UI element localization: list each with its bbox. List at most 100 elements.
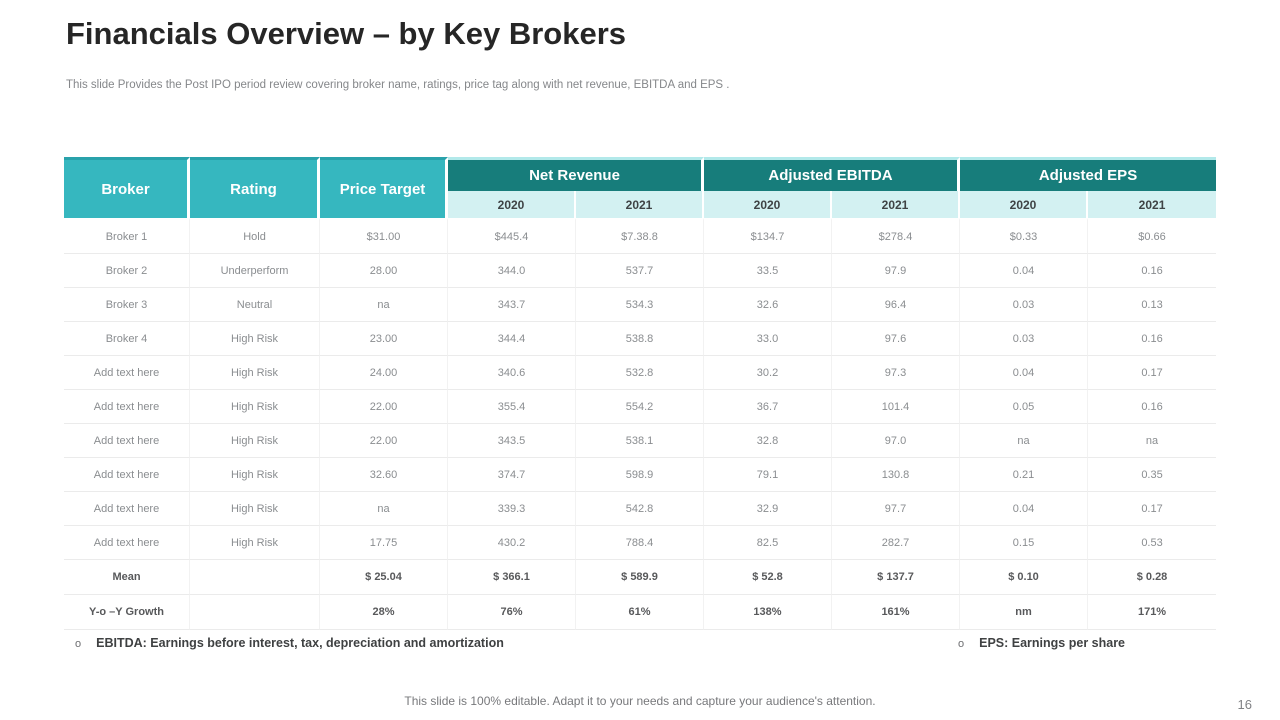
year-header: 2021 xyxy=(576,191,704,218)
table-cell: 554.2 xyxy=(576,390,704,424)
table-row: Add text here High Risk na 339.3 542.8 32.9 97… xyxy=(64,492,1217,526)
table-cell: 0.53 xyxy=(1088,526,1217,560)
table-cell: 0.05 xyxy=(960,390,1089,424)
table-cell: $31.00 xyxy=(320,218,448,254)
table-cell: 171% xyxy=(1088,595,1217,630)
table-cell xyxy=(190,560,320,595)
table-cell: 0.15 xyxy=(960,526,1089,560)
table-cell: 61% xyxy=(576,595,704,630)
footnote-text: EPS: Earnings per share xyxy=(979,636,1126,650)
table-cell: Add text here xyxy=(64,356,190,390)
table-cell: 598.9 xyxy=(576,458,704,492)
table-body: Broker 1 Hold $31.00 $445.4 $7.38.8 $134.7 $27… xyxy=(64,218,1217,630)
table-cell: 0.16 xyxy=(1088,322,1217,356)
table-header: Broker Rating Price Target Net Revenue A… xyxy=(64,157,1217,218)
table-cell: 32.9 xyxy=(704,492,832,526)
table-cell: 355.4 xyxy=(448,390,576,424)
table-cell: 22.00 xyxy=(320,390,448,424)
table-cell: 282.7 xyxy=(832,526,961,560)
table-cell: 344.0 xyxy=(448,254,576,288)
table-cell: 534.3 xyxy=(576,288,704,322)
table-cell: $0.33 xyxy=(960,218,1089,254)
footnote-eps: o EPS: Earnings per share xyxy=(958,636,1125,652)
table-cell: $ 0.10 xyxy=(960,560,1089,595)
group-header-adjusted-ebitda: Adjusted EBITDA xyxy=(704,157,961,191)
table-cell: 537.7 xyxy=(576,254,704,288)
table-cell: 97.3 xyxy=(832,356,961,390)
table-row: Add text here High Risk 32.60 374.7 598.9 79.… xyxy=(64,458,1217,492)
table-cell: $ 366.1 xyxy=(448,560,576,595)
table-cell: 343.7 xyxy=(448,288,576,322)
table-cell: Y-o –Y Growth xyxy=(64,595,190,630)
table-cell: 0.04 xyxy=(960,492,1089,526)
group-header-net-revenue: Net Revenue xyxy=(448,157,704,191)
table-cell: $7.38.8 xyxy=(576,218,704,254)
table-cell: na xyxy=(1088,424,1217,458)
table-cell: 340.6 xyxy=(448,356,576,390)
table-cell: 23.00 xyxy=(320,322,448,356)
table-row: Add text here High Risk 24.00 340.6 532.8 30.… xyxy=(64,356,1217,390)
table-cell: 82.5 xyxy=(704,526,832,560)
table-cell: Underperform xyxy=(190,254,320,288)
table-cell: na xyxy=(320,492,448,526)
table-row: Broker 2 Underperform 28.00 344.0 537.7 33.5 9… xyxy=(64,254,1217,288)
table-cell: 28% xyxy=(320,595,448,630)
page-title: Financials Overview – by Key Brokers xyxy=(66,16,626,51)
circle-bullet-icon: o xyxy=(75,638,82,650)
slide-subtitle: This slide Provides the Post IPO period … xyxy=(66,79,730,91)
table-cell: 97.6 xyxy=(832,322,961,356)
year-header: 2020 xyxy=(448,191,576,218)
table-cell: 24.00 xyxy=(320,356,448,390)
table-cell: $0.66 xyxy=(1088,218,1217,254)
table-cell: 76% xyxy=(448,595,576,630)
column-header-price-target: Price Target xyxy=(320,157,448,218)
table-cell: 79.1 xyxy=(704,458,832,492)
table-cell: Hold xyxy=(190,218,320,254)
table-cell: 36.7 xyxy=(704,390,832,424)
table-cell: 538.1 xyxy=(576,424,704,458)
table-cell: 374.7 xyxy=(448,458,576,492)
table-cell: 788.4 xyxy=(576,526,704,560)
table-cell: 0.16 xyxy=(1088,254,1217,288)
table-cell: High Risk xyxy=(190,492,320,526)
table-cell: 22.00 xyxy=(320,424,448,458)
group-header-adjusted-eps: Adjusted EPS xyxy=(960,157,1217,191)
table-cell: 430.2 xyxy=(448,526,576,560)
table-cell: 343.5 xyxy=(448,424,576,458)
table-cell: Add text here xyxy=(64,458,190,492)
table-cell: $ 137.7 xyxy=(832,560,961,595)
table-cell: $ 589.9 xyxy=(576,560,704,595)
table-cell: Add text here xyxy=(64,390,190,424)
table-cell: 33.0 xyxy=(704,322,832,356)
table-row: Add text here High Risk 17.75 430.2 788.4 82.… xyxy=(64,526,1217,560)
table-cell: Broker 2 xyxy=(64,254,190,288)
table-cell: Broker 1 xyxy=(64,218,190,254)
table-cell: 28.00 xyxy=(320,254,448,288)
table-cell: 532.8 xyxy=(576,356,704,390)
table-row: Add text here High Risk 22.00 355.4 554.2 36.… xyxy=(64,390,1217,424)
editable-note: This slide is 100% editable. Adapt it to… xyxy=(404,694,876,708)
year-header: 2020 xyxy=(960,191,1089,218)
table-cell: 0.35 xyxy=(1088,458,1217,492)
table-cell: 30.2 xyxy=(704,356,832,390)
table-cell: 33.5 xyxy=(704,254,832,288)
column-header-broker: Broker xyxy=(64,157,190,218)
footnote-ebitda: o EBITDA: Earnings before interest, tax,… xyxy=(75,636,504,652)
table-cell: 97.9 xyxy=(832,254,961,288)
table-cell: $ 52.8 xyxy=(704,560,832,595)
table-cell: 0.03 xyxy=(960,288,1089,322)
circle-bullet-icon: o xyxy=(958,638,965,650)
table-cell: High Risk xyxy=(190,356,320,390)
table-cell: 17.75 xyxy=(320,526,448,560)
table-cell: 101.4 xyxy=(832,390,961,424)
brokers-table: Broker Rating Price Target Net Revenue A… xyxy=(64,157,1217,630)
table-cell: Add text here xyxy=(64,424,190,458)
table-cell: $ 0.28 xyxy=(1088,560,1217,595)
table-cell: 97.7 xyxy=(832,492,961,526)
table-row: Broker 1 Hold $31.00 $445.4 $7.38.8 $134.7 $27… xyxy=(64,218,1217,254)
table-cell: 0.04 xyxy=(960,356,1089,390)
table-cell: 138% xyxy=(704,595,832,630)
year-header: 2021 xyxy=(1088,191,1217,218)
table-cell: High Risk xyxy=(190,322,320,356)
